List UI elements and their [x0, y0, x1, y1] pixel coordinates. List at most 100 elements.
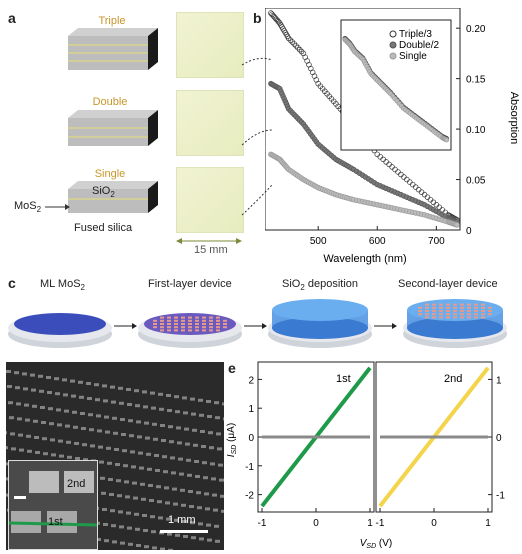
micro-device — [170, 456, 175, 460]
arrow-2 — [244, 323, 267, 329]
device-pad — [195, 316, 199, 319]
device-pad — [474, 310, 478, 312]
micro-device — [123, 464, 128, 468]
device-pad — [202, 329, 206, 332]
micro-device — [96, 414, 101, 418]
device-pad — [425, 313, 429, 316]
micro-device — [199, 537, 204, 541]
micro-device — [55, 392, 60, 396]
device-pad — [460, 303, 464, 306]
micro-device — [214, 401, 219, 405]
connector-arrows — [241, 57, 273, 216]
micro-device — [72, 410, 77, 414]
device-pad — [174, 319, 178, 322]
micro-device — [216, 432, 221, 436]
substrate-label: Fused silica — [74, 222, 133, 234]
micro-device — [164, 486, 169, 490]
device-pad — [153, 326, 157, 329]
micro-device — [200, 430, 205, 433]
iv-ytick-right: -1 — [496, 491, 505, 502]
series-0-point — [287, 37, 294, 43]
micro-device — [166, 394, 171, 397]
device-pad — [209, 329, 213, 332]
micro-device — [137, 435, 142, 439]
micro-device — [106, 446, 111, 450]
iv-ytick-left: -2 — [245, 491, 254, 502]
micro-device — [201, 445, 206, 448]
device-pad — [153, 319, 157, 322]
micro-device — [189, 505, 194, 508]
micro-device — [190, 397, 195, 401]
device-pad — [223, 326, 227, 329]
micro-device — [129, 434, 134, 438]
micro-device — [140, 482, 145, 486]
micro-device — [153, 437, 158, 441]
micro-device — [156, 485, 161, 489]
micro-device — [183, 535, 188, 538]
micro-device — [194, 460, 199, 463]
micro-device — [8, 401, 13, 405]
micro-device — [49, 422, 54, 426]
micro-device — [215, 416, 220, 420]
iv-xtick: -1 — [258, 518, 267, 529]
micro-device — [203, 476, 208, 480]
micro-device — [50, 438, 55, 442]
chart-b-legend: Triple/3 Double/2 Single — [389, 29, 439, 62]
micro-device — [136, 544, 141, 547]
device-pad — [160, 319, 164, 322]
wafer-second-layer — [403, 299, 507, 348]
micro-device — [70, 379, 75, 383]
device-pad — [209, 323, 213, 325]
micro-device — [113, 431, 118, 435]
device-pad — [425, 306, 429, 309]
chart-b-ytick: 0.10 — [466, 125, 486, 136]
device-pad — [432, 310, 436, 312]
micro-device — [57, 423, 62, 427]
device-pad — [216, 319, 220, 322]
iv-ytick-left: 1 — [248, 404, 254, 415]
micro-device — [104, 539, 109, 543]
iv-xtick: 1 — [367, 518, 373, 529]
micro-device — [115, 463, 120, 466]
device-pad — [460, 313, 464, 316]
chart-b-ytick: 0.15 — [466, 75, 486, 86]
micro-device — [32, 404, 37, 408]
micro-device — [199, 413, 204, 417]
device-pad — [181, 319, 185, 322]
device-pad — [439, 310, 443, 312]
micro-device — [81, 427, 86, 430]
micro-device — [80, 412, 85, 415]
micro-device — [124, 480, 129, 484]
inset-devices — [8, 471, 98, 533]
micro-device — [206, 523, 211, 527]
micro-device — [82, 443, 87, 447]
micro-device — [14, 371, 19, 375]
micro-device — [213, 508, 218, 512]
micro-device — [86, 382, 91, 385]
micro-device — [31, 388, 36, 392]
micro-device — [79, 395, 84, 399]
triple-photo — [176, 12, 244, 78]
series-0-point — [293, 43, 299, 49]
micro-device — [110, 385, 115, 389]
micro-device — [211, 477, 216, 481]
micro-device — [118, 510, 123, 514]
iv-right-label: 2nd — [444, 373, 462, 385]
series-0-point — [386, 161, 392, 168]
chart-b-ylabel: Absorption — [508, 92, 520, 145]
micro-device — [135, 404, 140, 408]
micro-device — [6, 462, 9, 466]
micro-device — [151, 406, 156, 410]
micro-device — [178, 457, 183, 461]
inset-label-1st: 1st — [48, 516, 63, 528]
device-pad — [474, 303, 478, 306]
chart-b-frame — [265, 8, 461, 231]
micro-device — [18, 433, 23, 437]
device-pad — [181, 316, 185, 319]
micro-device — [112, 416, 117, 420]
micro-device — [15, 386, 20, 390]
micro-device — [104, 415, 109, 419]
series-0-point — [407, 179, 413, 185]
device-pad — [153, 323, 157, 325]
chart-b-ytick: 0.20 — [466, 24, 486, 35]
